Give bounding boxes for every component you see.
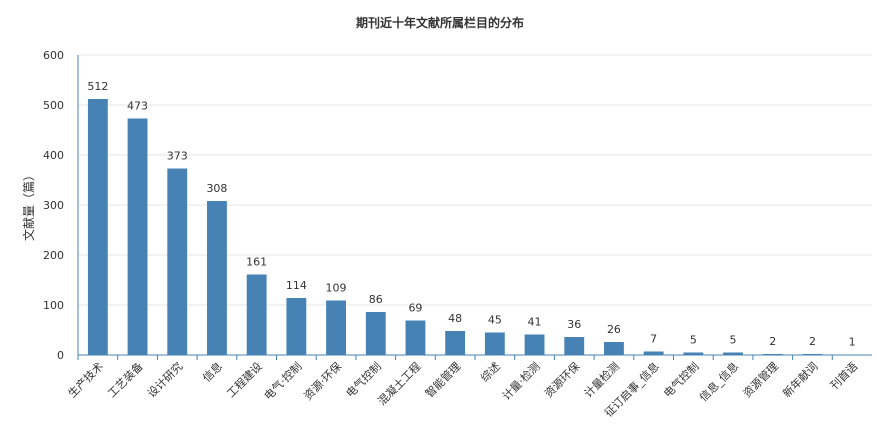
x-tick-label: 综述 [478, 359, 503, 384]
bar[interactable] [365, 312, 386, 355]
y-tick-label: 400 [43, 149, 64, 162]
bar[interactable] [445, 331, 466, 355]
x-tick-label: 设计研究 [144, 359, 185, 400]
y-axis-ticks: 0 100 200 300 400 500 600 [43, 49, 64, 362]
data-label: 7 [650, 333, 657, 346]
bar[interactable] [207, 201, 227, 355]
data-label: 114 [286, 279, 307, 292]
bar[interactable] [643, 351, 664, 356]
bar[interactable] [127, 118, 148, 356]
data-label: 5 [730, 334, 737, 347]
bar[interactable] [564, 337, 585, 355]
data-label: 48 [448, 312, 462, 325]
y-tick-label: 0 [57, 349, 64, 362]
y-tick-label: 100 [43, 299, 64, 312]
bar[interactable] [405, 320, 426, 356]
data-label: 5 [690, 334, 697, 347]
data-label: 373 [167, 150, 188, 163]
data-labels: 512 473 373 308 161 114 109 86 69 48 45 41 36 26 7 5 5 2 2… [87, 80, 855, 349]
bar[interactable] [326, 300, 346, 356]
data-label: 161 [246, 256, 267, 269]
bar[interactable] [524, 334, 545, 356]
data-label: 1 [849, 336, 856, 349]
x-tick-label: 智能管理 [422, 359, 463, 400]
x-tick-label: 工艺装备 [105, 359, 146, 400]
x-tick-label: 电气控制 [660, 359, 701, 400]
x-tick-label: 资源·环保 [301, 359, 344, 402]
bar[interactable] [604, 342, 624, 355]
bar[interactable] [484, 332, 505, 356]
x-tick-label: 计量·检测 [499, 359, 542, 402]
grid-lines [78, 54, 872, 306]
x-tick-label: 计量检测 [581, 359, 622, 400]
x-tick-label: 信息 [200, 359, 225, 384]
bar[interactable] [286, 298, 307, 355]
data-label: 109 [326, 282, 347, 295]
data-label: 36 [567, 318, 581, 331]
x-tick-label: 工程建设 [224, 359, 265, 400]
y-tick-label: 600 [43, 49, 64, 62]
x-tick-label: 新年献词 [780, 359, 821, 400]
data-label: 26 [607, 323, 621, 336]
chart-title: 期刊近十年文献所属栏目的分布 [356, 15, 524, 30]
y-axis-title: 文献量（篇） [21, 169, 36, 241]
data-label: 86 [369, 293, 383, 306]
bar[interactable] [246, 274, 267, 356]
data-label: 473 [127, 100, 148, 113]
bar[interactable] [723, 352, 743, 356]
x-tick-label: 混凝土工程 [375, 359, 424, 408]
data-label: 308 [206, 182, 227, 195]
x-tick-label: 电气·控制 [261, 359, 304, 402]
y-tick-label: 300 [43, 199, 64, 212]
x-tick-label: 信息_信息 [696, 359, 741, 404]
x-tick-label: 电气控制 [343, 359, 384, 400]
bar[interactable] [683, 352, 704, 356]
x-tick-label: 刊首语 [827, 359, 860, 392]
data-label: 512 [87, 80, 108, 93]
y-tick-label: 500 [43, 99, 64, 112]
bar[interactable] [167, 168, 188, 356]
y-tick-label: 200 [43, 249, 64, 262]
x-tick-label: 生产技术 [65, 359, 106, 400]
x-tick-label: 资源环保 [541, 359, 582, 400]
data-label: 41 [528, 316, 542, 329]
data-label: 69 [408, 302, 422, 315]
data-label: 45 [488, 314, 502, 327]
data-label: 2 [769, 335, 776, 348]
bars [87, 99, 863, 356]
data-label: 2 [809, 335, 816, 348]
x-tick-label: 资源管理 [740, 359, 781, 400]
bar[interactable] [87, 99, 108, 355]
